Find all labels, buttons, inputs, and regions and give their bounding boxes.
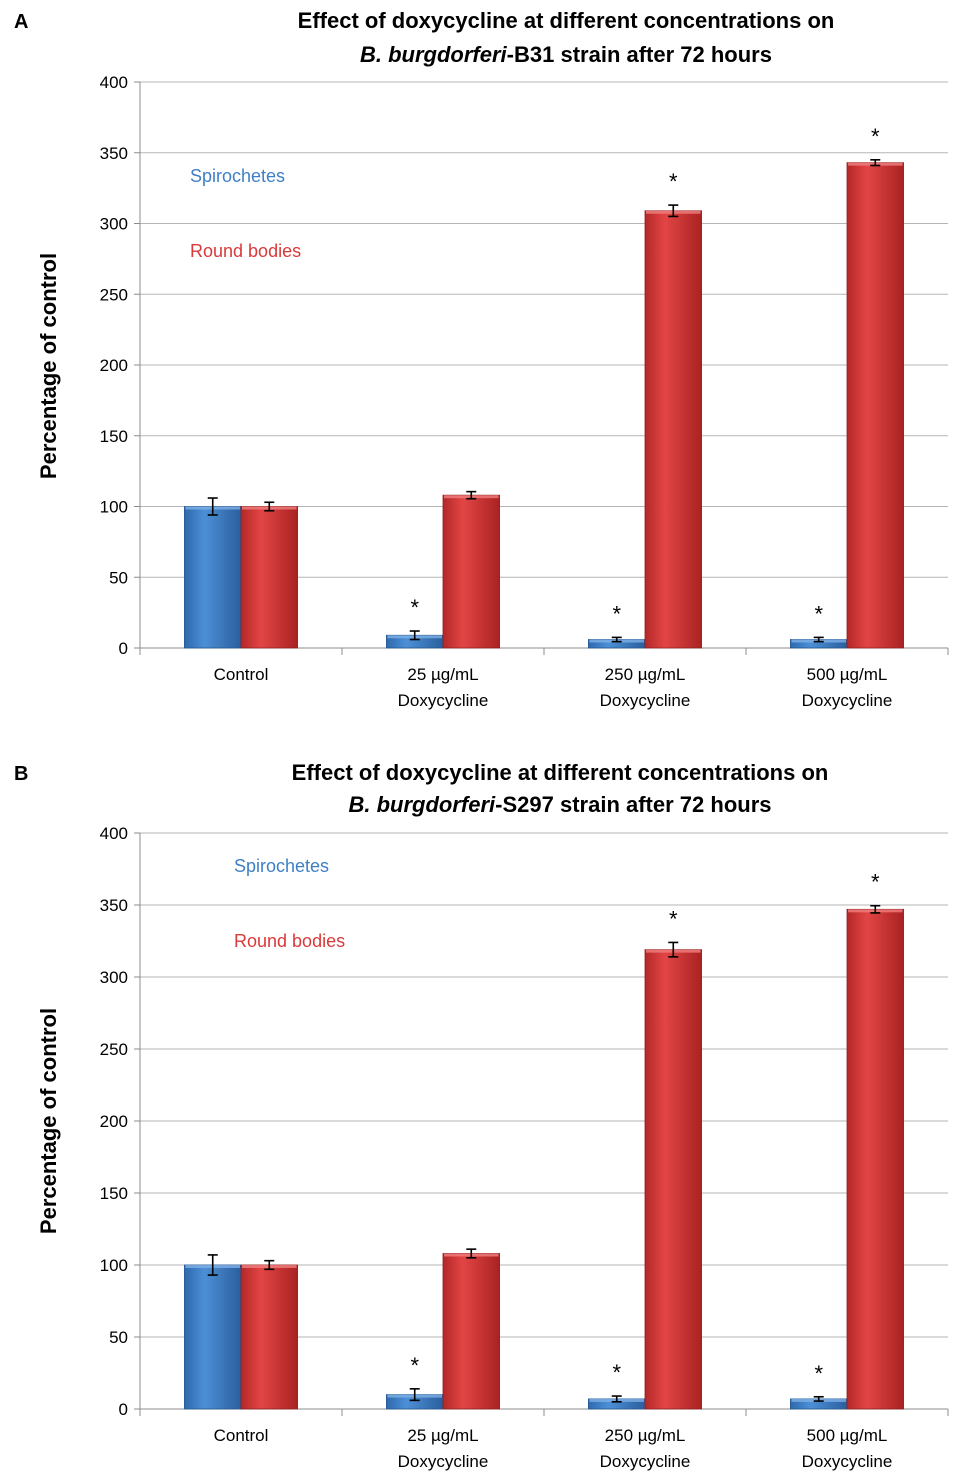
panel-a-category-label: Doxycycline [600,691,691,710]
panel-b-ytick-label: 200 [100,1112,128,1131]
panel-b-ylabel: Percentage of control [36,1008,61,1234]
panel-a-bar-round-bodies [846,162,904,649]
panel-a-ytick-label: 50 [109,568,128,587]
panel-b-ytick-label: 300 [100,968,128,987]
panel-a-title-italic: B. burgdorferi [360,42,508,67]
panel-b-legend-spirochetes: Spirochetes [234,856,329,876]
panel-b-category-label: 500 µg/mL [807,1426,888,1445]
panel-a-significance-marker: * [669,169,678,194]
panel-b-significance-marker: * [669,906,678,931]
panel-a-legend-spirochetes: Spirochetes [190,166,285,186]
panel-b-label: B [14,763,28,785]
panel-a-ytick-label: 150 [100,427,128,446]
panel-a-category-label: Doxycycline [802,691,893,710]
panel-b-significance-marker: * [871,870,880,895]
panel-b-bar-spirochetes [184,1264,242,1410]
panel-b-ytick-label: 250 [100,1040,128,1059]
panel-b-category-label: 250 µg/mL [605,1426,686,1445]
panel-b-title-line2: B. burgdorferi-S297 strain after 72 hour… [348,792,771,817]
panel-b-significance-marker: * [814,1361,823,1386]
panel-a-ytick-label: 350 [100,144,128,163]
panel-a-ytick-label: 200 [100,356,128,375]
panel-a-significance-marker: * [814,601,823,626]
panel-a-ytick-label: 400 [100,73,128,92]
panel-b-title-rest: -S297 strain after 72 hours [495,792,771,817]
panel-a-bar-spirochetes [184,506,242,649]
panel-b-title-line1: Effect of doxycycline at different conce… [292,760,829,785]
panel-a-bar-round-bodies [442,494,500,649]
panel-a-significance-marker: * [410,595,419,620]
panel-b-ytick-label: 100 [100,1256,128,1275]
panel-b-title-italic: B. burgdorferi [348,792,496,817]
panel-a-category-label: 250 µg/mL [605,665,686,684]
panel-b-bar-round-bodies [442,1253,500,1410]
panel-a-title-line2: B. burgdorferi-B31 strain after 72 hours [360,42,772,67]
panel-a-ylabel: Percentage of control [36,253,61,479]
panel-b-significance-marker: * [612,1360,621,1385]
panel-b-category-label: Doxycycline [600,1452,691,1471]
panel-b-ytick-label: 0 [119,1400,128,1419]
panel-a-bar-round-bodies [240,506,298,649]
panel-b-legend-round-bodies: Round bodies [234,931,345,951]
panel-a-significance-marker: * [871,124,880,149]
panel-a-plot: 0 50 100 150 200 250 300 350 400 Control 25 µg/mL D… [100,73,949,710]
panel-b-ytick-label: 150 [100,1184,128,1203]
panel-a-category-label: 500 µg/mL [807,665,888,684]
panel-a-ytick-label: 250 [100,285,128,304]
panel-b-ytick-label: 400 [100,824,128,843]
panel-a-legend-round-bodies: Round bodies [190,241,301,261]
panel-a-ytick-label: 100 [100,498,128,517]
panel-b-ytick-label: 350 [100,896,128,915]
panel-b-bar-round-bodies [846,908,904,1410]
panel-a-significance-marker: * [612,601,621,626]
panel-a-label: A [14,11,28,33]
panel-a-title-line1: Effect of doxycycline at different conce… [298,8,835,33]
panel-b-category-label: 25 µg/mL [407,1426,478,1445]
panel-a-category-label: Control [214,665,269,684]
panel-b-category-label: Doxycycline [802,1452,893,1471]
panel-b-category-label: Doxycycline [398,1452,489,1471]
panel-b-plot: 0 50 100 150 200 250 300 350 400 Control 25 µg/mL D… [100,824,949,1471]
panel-b-bar-round-bodies [240,1264,298,1410]
panel-a-ytick-label: 300 [100,215,128,234]
panel-b-bar-round-bodies [644,949,702,1410]
panel-b-category-label: Control [214,1426,269,1445]
panel-a-ytick-label: 0 [119,639,128,658]
panel-b-ytick-label: 50 [109,1328,128,1347]
panel-b-significance-marker: * [410,1353,419,1378]
panel-a-title-rest: -B31 strain after 72 hours [507,42,772,67]
panel-a-bar-round-bodies [644,210,702,649]
panel-a-category-label: 25 µg/mL [407,665,478,684]
panel-a-category-label: Doxycycline [398,691,489,710]
